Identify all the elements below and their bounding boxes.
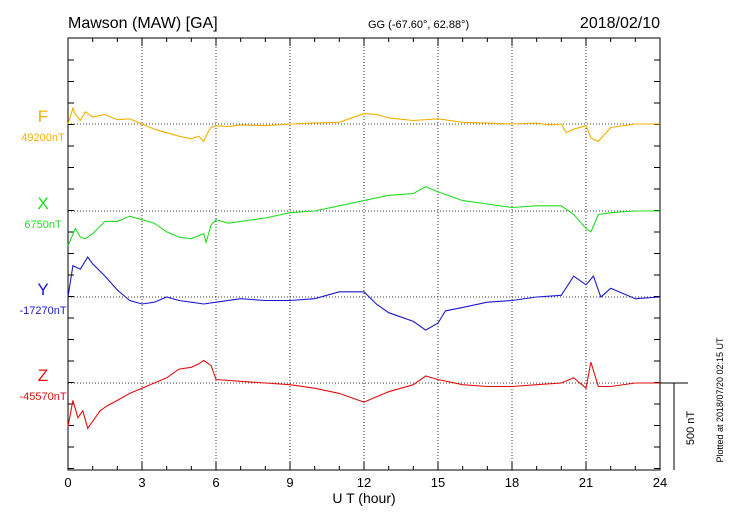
series-baseline-value-F: 49200nT [21, 132, 65, 144]
station-coords: GG (-67.60°, 62.88°) [368, 19, 469, 31]
series-baseline-value-Y: -17270nT [19, 305, 66, 317]
station-title: Mawson (MAW) [GA] [68, 15, 218, 32]
series-name-Y: Y [37, 280, 48, 299]
vertical-grid [141, 38, 587, 470]
series-name-Z: Z [38, 366, 48, 385]
series-baseline-value-X: 6750nT [24, 219, 62, 231]
scale-bar-label: 500 nT [685, 411, 697, 446]
x-tick-label-9: 9 [286, 475, 293, 490]
series-line-Z [67, 359, 660, 430]
series-line-X [67, 185, 660, 247]
chart-date: 2018/02/10 [580, 15, 660, 32]
series-name-F: F [38, 107, 48, 126]
series-baseline-value-Z: -45570nT [19, 391, 66, 403]
series-lines [67, 106, 661, 430]
x-tick-label-12: 12 [357, 475, 371, 490]
x-tick-label-15: 15 [431, 475, 445, 490]
x-tick-label-6: 6 [212, 475, 219, 490]
series-labels: F 49200nT X 6750nT Y -17270nT Z -45570nT [19, 107, 66, 403]
x-tick-label-18: 18 [505, 475, 519, 490]
x-tick-label-21: 21 [579, 475, 593, 490]
series-name-X: X [37, 194, 48, 213]
plotted-note: Plotted at 2018/07/20 02:15 UT [715, 337, 725, 463]
x-tick-label-24: 24 [653, 475, 667, 490]
series-line-F [67, 106, 660, 143]
x-tick-labels: 0 3 6 9 12 15 18 21 24 [64, 475, 667, 490]
axis-ticks [67, 38, 661, 470]
x-tick-label-0: 0 [64, 475, 71, 490]
series-line-Y [67, 256, 661, 331]
x-tick-label-3: 3 [138, 475, 145, 490]
x-axis-label: U T (hour) [332, 490, 395, 506]
